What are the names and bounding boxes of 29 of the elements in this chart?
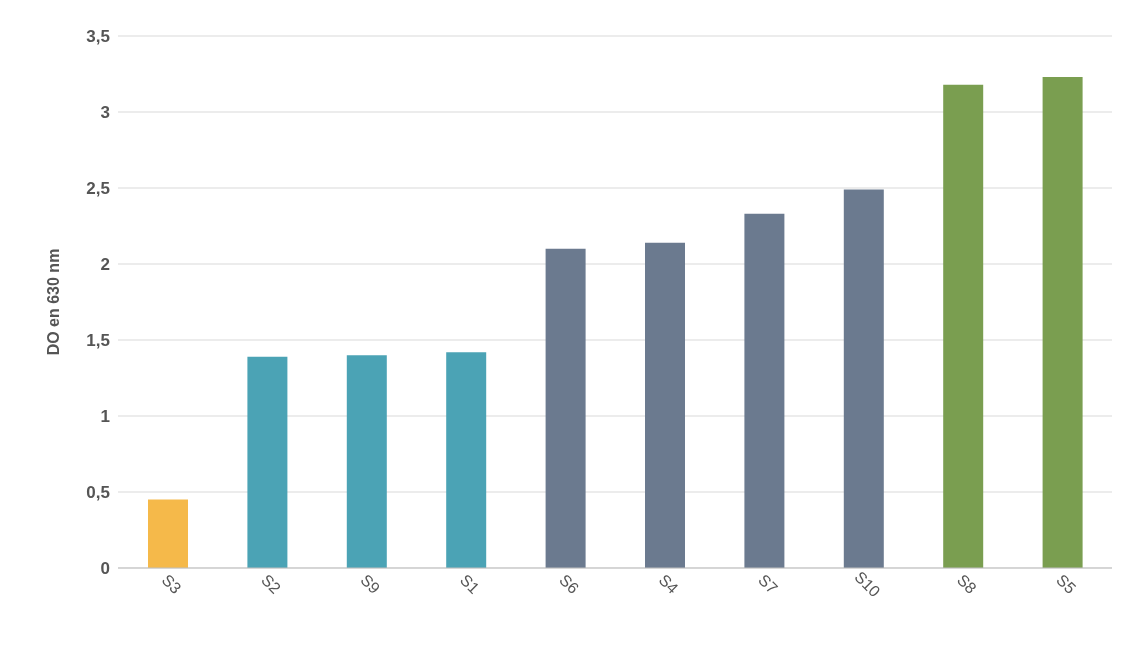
x-tick-label: S4 xyxy=(655,571,682,598)
bar xyxy=(744,213,785,568)
x-tick-label: S5 xyxy=(1053,571,1080,598)
x-tick-label: S9 xyxy=(357,571,384,598)
y-tick-label: 0,5 xyxy=(86,483,110,503)
bar xyxy=(645,242,685,568)
y-tick-label: 2 xyxy=(100,255,110,275)
bar xyxy=(247,356,288,568)
bar xyxy=(943,84,984,568)
y-tick-label: 1 xyxy=(100,407,110,427)
bar xyxy=(446,352,487,568)
bar xyxy=(1042,77,1083,568)
bar xyxy=(346,355,387,568)
y-axis-title: DO en 630 nm xyxy=(44,248,62,356)
x-tick-label: S7 xyxy=(755,571,781,598)
x-tick-label: S8 xyxy=(953,571,980,598)
x-tick-label: S1 xyxy=(456,571,483,598)
y-tick-label: 2,5 xyxy=(86,179,110,199)
bar xyxy=(545,248,586,568)
x-tick-label: S3 xyxy=(158,571,185,598)
y-tick-label: 1,5 xyxy=(86,331,110,351)
x-tick-label: S2 xyxy=(258,571,284,598)
y-tick-label: 0 xyxy=(100,559,110,579)
bar xyxy=(148,499,188,568)
y-tick-label: 3 xyxy=(100,103,110,123)
x-tick-label: S10 xyxy=(851,568,884,601)
x-tick-label: S6 xyxy=(556,571,583,598)
y-tick-label: 3,5 xyxy=(86,27,110,47)
bar xyxy=(843,189,884,568)
